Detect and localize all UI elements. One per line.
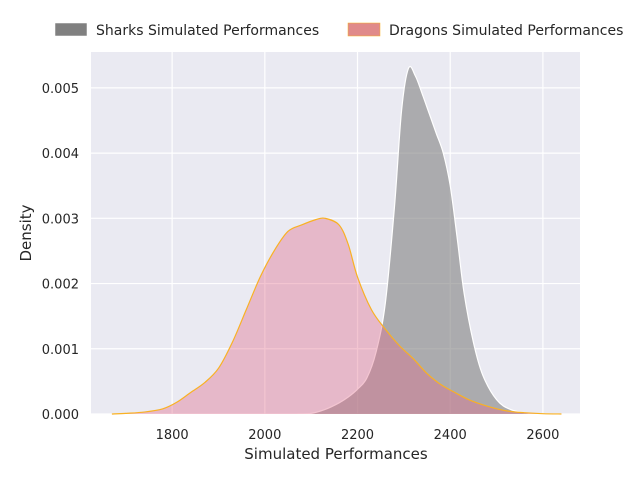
y-tick-label: 0.004: [42, 147, 79, 162]
sharks-density-line: [297, 65, 548, 415]
y-tick-label: 0.001: [42, 343, 79, 358]
legend: Sharks Simulated Performances Dragons Si…: [54, 22, 623, 39]
y-tick-label: 0.002: [42, 278, 79, 293]
legend-label-dragons: Dragons Simulated Performances: [389, 23, 623, 39]
y-tick-label: 0.005: [42, 82, 79, 97]
sharks-density-area: [297, 66, 548, 414]
y-tick-label: 0.003: [42, 212, 79, 227]
x-tick-label: 2200: [341, 428, 374, 443]
y-tick-label: 0.000: [42, 408, 79, 423]
x-tick-label: 1800: [156, 428, 189, 443]
density-areas: [111, 65, 562, 415]
x-tick-label: 2600: [526, 428, 559, 443]
legend-swatch-sharks: [54, 22, 88, 37]
x-tick-label: 2000: [248, 428, 281, 443]
legend-label-sharks: Sharks Simulated Performances: [96, 23, 319, 39]
x-tick-labels: 1800 2000 2200 2400 2600: [156, 428, 560, 443]
dragons-density-area: [111, 218, 562, 414]
y-axis-label: Density: [17, 204, 35, 261]
x-axis-label: Simulated Performances: [244, 445, 428, 463]
legend-swatch-dragons: [347, 22, 381, 37]
x-tick-label: 2400: [434, 428, 467, 443]
dragons-density-line: [111, 217, 562, 415]
y-tick-labels: 0.000 0.001 0.002 0.003 0.004 0.005: [42, 82, 79, 423]
